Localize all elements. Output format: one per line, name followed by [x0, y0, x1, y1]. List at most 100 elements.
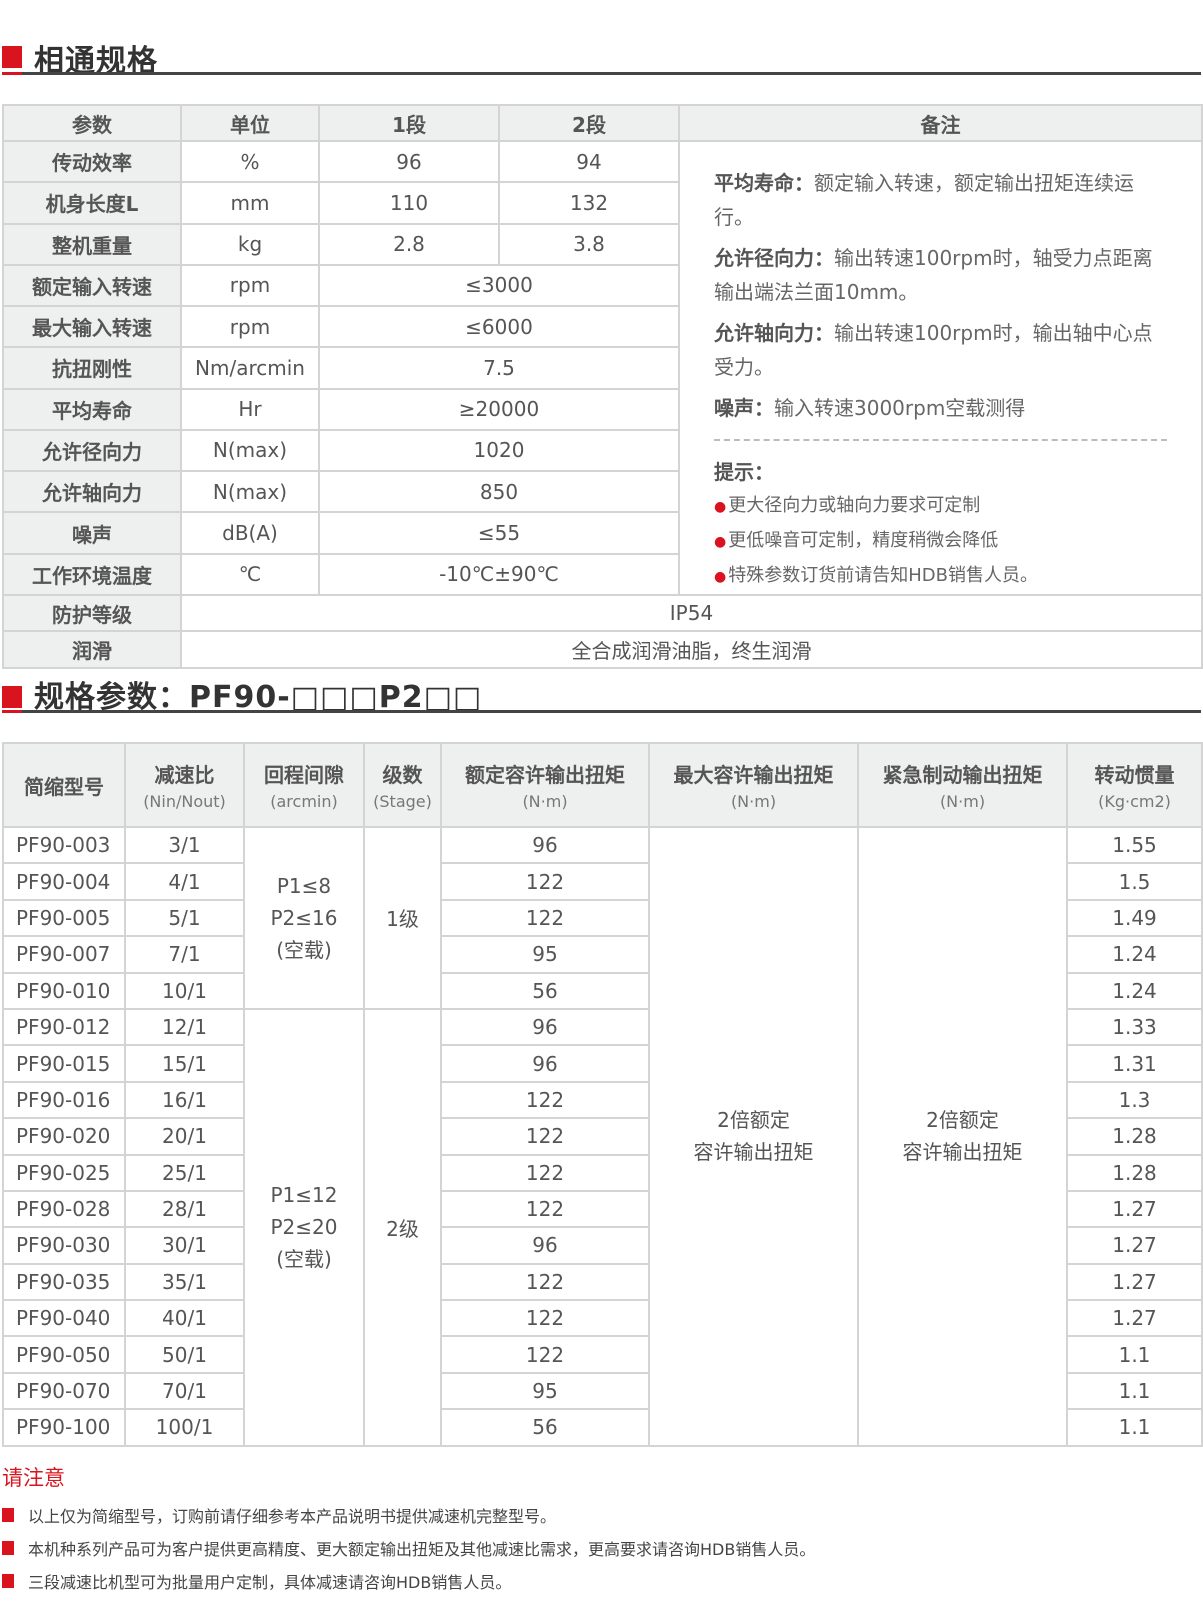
- table-row: PF90-015 15/1 96 1.31: [2, 1044, 1203, 1083]
- unit: dB(A): [180, 511, 320, 555]
- inertia: 1.27: [1066, 1262, 1203, 1302]
- inertia: 1.33: [1066, 1007, 1203, 1047]
- param-name: 机身长度L: [2, 181, 182, 225]
- param-value: 850: [318, 470, 680, 514]
- stage-cell: 2级: [363, 1007, 442, 1447]
- table-row: 防护等级 IP54: [2, 593, 1203, 633]
- column-header: 参数: [2, 104, 182, 142]
- table-row: PF90-028 28/1 122 1.27: [2, 1189, 1203, 1229]
- reduction-ratio: 35/1: [124, 1262, 245, 1302]
- unit: ℃: [180, 552, 320, 597]
- tip-item: ● 更大径向力或轴向力要求可定制: [714, 489, 1167, 524]
- reduction-ratio: 28/1: [124, 1189, 245, 1229]
- remark-label: 允许轴向力：: [714, 321, 834, 345]
- emergency-torque-cell: 2倍额定容许输出扭矩: [857, 826, 1068, 1447]
- notes-section: 请注意 以上仅为简缩型号，订购前请仔细参考本产品说明书提供减速机完整型号。 本机种…: [2, 1462, 1202, 1597]
- param-value: -10℃±90℃: [318, 552, 680, 597]
- inertia: 1.27: [1066, 1189, 1203, 1229]
- reduction-ratio: 40/1: [124, 1299, 245, 1338]
- table-row: 额定输入转速 rpm ≤3000: [2, 263, 1202, 308]
- unit: kg: [180, 222, 320, 266]
- model-code: PF90-035: [2, 1262, 126, 1302]
- model-code: PF90-016: [2, 1080, 126, 1120]
- column-header: 备注: [678, 104, 1203, 142]
- param-name: 噪声: [2, 511, 182, 555]
- param-name: 传动效率: [2, 139, 182, 184]
- section-heading-common: 相通规格: [0, 36, 1203, 79]
- table-row: 平均寿命 Hr ≥20000: [2, 387, 1202, 431]
- rated-torque: 96: [440, 1007, 650, 1047]
- section-title: 规格参数：PF90-□□□P2□□: [34, 680, 483, 715]
- note-text: 本机种系列产品可为客户提供更高精度、更大额定输出扭矩及其他减速比需求，更高要求请…: [28, 1539, 816, 1559]
- tip-text: 更低噪音可定制，精度稍微会降低: [728, 530, 999, 551]
- unit: Nm/arcmin: [180, 346, 320, 390]
- red-square-bullet-icon: [2, 1573, 14, 1588]
- inertia: 1.24: [1066, 935, 1203, 974]
- remark-label: 平均寿命：: [714, 171, 814, 195]
- text-line: 容许输出扭矩: [902, 1140, 1023, 1165]
- reduction-ratio: 15/1: [124, 1044, 245, 1083]
- param-name: 最大输入转速: [2, 305, 182, 349]
- table-row: 润滑 全合成润滑油脂，终生润滑: [2, 630, 1203, 669]
- column-header: 简缩型号: [2, 742, 126, 828]
- unit: N(max): [180, 470, 320, 514]
- table-row: PF90-016 16/1 122 1.3: [2, 1080, 1203, 1120]
- table-row: 整机重量 kg 2.8 3.8: [2, 222, 1202, 266]
- table-row: 抗扭刚性 Nm/arcmin 7.5: [2, 346, 1202, 390]
- section-heading-spec: 规格参数：PF90-□□□P2□□: [0, 672, 1203, 715]
- header-label: 减速比: [154, 763, 215, 787]
- bullet-dot-icon: ●: [714, 569, 727, 585]
- param-value: IP54: [180, 593, 1203, 633]
- param-name: 润滑: [2, 630, 182, 669]
- inertia: 1.1: [1066, 1371, 1203, 1411]
- column-header: 单位: [180, 104, 320, 142]
- remark-label: 允许径向力：: [714, 246, 834, 270]
- header-unit: (Stage): [373, 792, 432, 811]
- param-value: 全合成润滑油脂，终生润滑: [180, 630, 1203, 669]
- reduction-ratio: 7/1: [124, 935, 245, 974]
- red-square-bullet-icon: [2, 1540, 14, 1555]
- rated-torque: 56: [440, 1408, 650, 1447]
- rated-torque: 122: [440, 898, 650, 938]
- table-row: 允许径向力 N(max) 1020: [2, 428, 1202, 473]
- divider: [2, 72, 1201, 75]
- header-label: 简缩型号: [24, 774, 104, 799]
- bullet-dot-icon: ●: [714, 534, 727, 550]
- remark-label: 噪声：: [714, 396, 774, 420]
- rated-torque: 122: [440, 862, 650, 901]
- param-value: ≤3000: [318, 263, 680, 308]
- reduction-ratio: 50/1: [124, 1335, 245, 1374]
- text-line: 2倍额定: [926, 1108, 999, 1133]
- table-row: PF90-020 20/1 122 1.28: [2, 1117, 1203, 1156]
- table-row: PF90-010 10/1 56 1.24: [2, 971, 1203, 1010]
- param-value: 1020: [318, 428, 680, 473]
- stage1-value: 96: [318, 139, 500, 184]
- param-name: 整机重量: [2, 222, 182, 266]
- column-header: 级数 (Stage): [363, 742, 442, 828]
- remark-text: 输出转速100rpm时，轴受力点距离输出端法兰面10mm。: [714, 246, 1153, 304]
- tip-item: ● 更低噪音可定制，精度稍微会降低: [714, 524, 1167, 559]
- param-name: 平均寿命: [2, 387, 182, 431]
- model-code: PF90-025: [2, 1153, 126, 1192]
- table-row: PF90-050 50/1 122 1.1: [2, 1335, 1203, 1374]
- inertia: 1.28: [1066, 1153, 1203, 1192]
- header-unit: (Kg·cm2): [1098, 792, 1171, 811]
- rated-torque: 95: [440, 1371, 650, 1411]
- rated-torque: 95: [440, 935, 650, 974]
- param-name: 允许轴向力: [2, 470, 182, 514]
- dashed-divider: [714, 439, 1167, 441]
- table-row: PF90-100 100/1 56 1.1: [2, 1408, 1203, 1447]
- text-line: 容许输出扭矩: [693, 1140, 814, 1165]
- remark: 允许径向力：输出转速100rpm时，轴受力点距离输出端法兰面10mm。: [714, 241, 1167, 309]
- header-label: 级数: [382, 763, 423, 787]
- model-code: PF90-100: [2, 1408, 126, 1447]
- column-header: 回程间隙 (arcmin): [243, 742, 365, 828]
- rated-torque: 122: [440, 1335, 650, 1374]
- stage2-value: 94: [498, 139, 680, 184]
- stage1-value: 2.8: [318, 222, 500, 266]
- inertia: 1.1: [1066, 1408, 1203, 1447]
- model-code: PF90-003: [2, 825, 126, 865]
- backlash-line: (空载): [276, 1247, 332, 1272]
- inertia: 1.3: [1066, 1080, 1203, 1120]
